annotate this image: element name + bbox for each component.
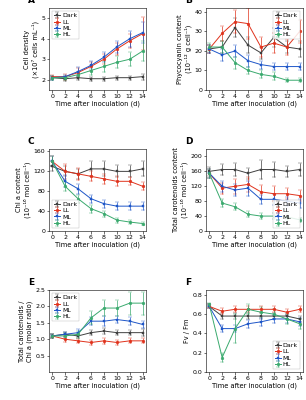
Y-axis label: Cell density
(×10⁷ cells mL⁻¹): Cell density (×10⁷ cells mL⁻¹) [24, 20, 39, 78]
Legend: Dark, LL, ML, HL: Dark, LL, ML, HL [52, 200, 79, 228]
Legend: Dark, LL, ML, HL: Dark, LL, ML, HL [273, 341, 300, 369]
Legend: Dark, LL, ML, HL: Dark, LL, ML, HL [52, 293, 79, 321]
Text: E: E [28, 278, 34, 287]
X-axis label: Time after inoculation (d): Time after inoculation (d) [55, 242, 140, 248]
Legend: Dark, LL, ML, HL: Dark, LL, ML, HL [52, 11, 79, 39]
Text: D: D [185, 137, 192, 146]
Y-axis label: Phycocyanin content
(10⁻¹² g cell⁻¹): Phycocyanin content (10⁻¹² g cell⁻¹) [177, 14, 192, 84]
Y-axis label: Fv / Fm: Fv / Fm [184, 319, 190, 343]
X-axis label: Time after inoculation (d): Time after inoculation (d) [212, 242, 297, 248]
X-axis label: Time after inoculation (d): Time after inoculation (d) [55, 101, 140, 108]
X-axis label: Time after inoculation (d): Time after inoculation (d) [212, 101, 297, 108]
Text: B: B [185, 0, 192, 5]
Y-axis label: Total carotenoids /
Chl a (molar ratio): Total carotenoids / Chl a (molar ratio) [19, 300, 33, 362]
Text: C: C [28, 137, 34, 146]
Y-axis label: Total carotenoids content
(10⁻¹⁶ mol cell⁻¹): Total carotenoids content (10⁻¹⁶ mol cel… [173, 148, 188, 232]
X-axis label: Time after inoculation (d): Time after inoculation (d) [212, 383, 297, 390]
X-axis label: Time after inoculation (d): Time after inoculation (d) [55, 383, 140, 390]
Text: A: A [28, 0, 35, 5]
Legend: Dark, LL, ML, HL: Dark, LL, ML, HL [273, 11, 300, 39]
Y-axis label: Chl a content
(10⁻¹⁶ mol cell⁻¹): Chl a content (10⁻¹⁶ mol cell⁻¹) [16, 162, 31, 218]
Legend: Dark, LL, ML, HL: Dark, LL, ML, HL [273, 200, 300, 228]
Text: F: F [185, 278, 191, 287]
